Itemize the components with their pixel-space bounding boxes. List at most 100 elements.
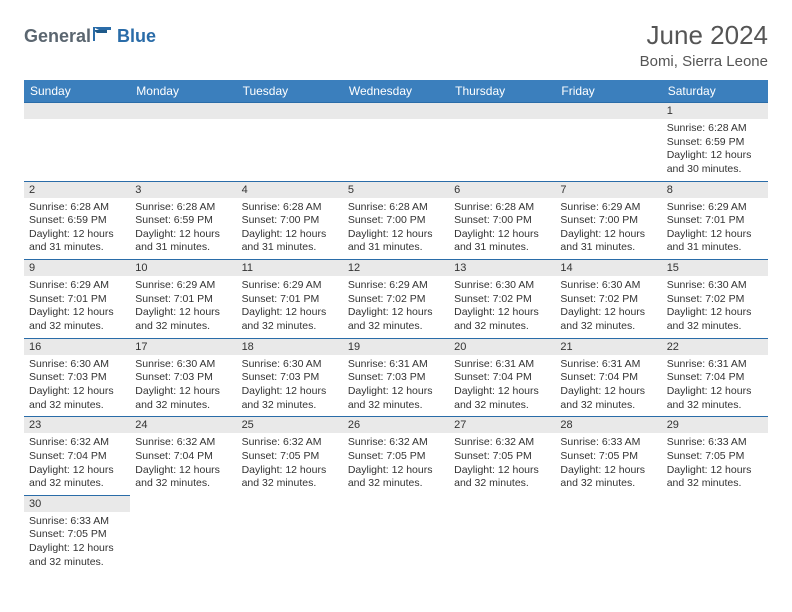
daylight-line: Daylight: 12 hours and 32 minutes. xyxy=(348,464,444,491)
day-cell: 6Sunrise: 6:28 AMSunset: 7:00 PMDaylight… xyxy=(449,181,555,260)
daylight-line: Daylight: 12 hours and 32 minutes. xyxy=(667,306,763,333)
day-details: Sunrise: 6:29 AMSunset: 7:00 PMDaylight:… xyxy=(555,198,661,260)
sunrise-line: Sunrise: 6:32 AM xyxy=(135,436,231,450)
day-number: 10 xyxy=(130,259,236,276)
day-number: 23 xyxy=(24,416,130,433)
daylight-line: Daylight: 12 hours and 31 minutes. xyxy=(348,228,444,255)
sunset-line: Sunset: 7:05 PM xyxy=(348,450,444,464)
weekday-header: Thursday xyxy=(449,80,555,102)
day-cell: 27Sunrise: 6:32 AMSunset: 7:05 PMDayligh… xyxy=(449,416,555,495)
empty-cell xyxy=(555,495,661,574)
brand-logo: General Blue xyxy=(24,20,156,47)
sunset-line: Sunset: 7:02 PM xyxy=(348,293,444,307)
day-number: 26 xyxy=(343,416,449,433)
daylight-line: Daylight: 12 hours and 32 minutes. xyxy=(242,306,338,333)
day-details: Sunrise: 6:30 AMSunset: 7:02 PMDaylight:… xyxy=(449,276,555,338)
day-number: 1 xyxy=(662,102,768,119)
daylight-line: Daylight: 12 hours and 31 minutes. xyxy=(29,228,125,255)
sunrise-line: Sunrise: 6:29 AM xyxy=(29,279,125,293)
daylight-line: Daylight: 12 hours and 30 minutes. xyxy=(667,149,763,176)
sunrise-line: Sunrise: 6:32 AM xyxy=(242,436,338,450)
empty-cell xyxy=(130,102,236,181)
weekday-header: Sunday xyxy=(24,80,130,102)
day-cell: 8Sunrise: 6:29 AMSunset: 7:01 PMDaylight… xyxy=(662,181,768,260)
empty-daynum-bar xyxy=(449,102,555,119)
calendar-row: 16Sunrise: 6:30 AMSunset: 7:03 PMDayligh… xyxy=(24,338,768,417)
daylight-line: Daylight: 12 hours and 32 minutes. xyxy=(667,385,763,412)
day-details: Sunrise: 6:31 AMSunset: 7:04 PMDaylight:… xyxy=(555,355,661,417)
day-details: Sunrise: 6:30 AMSunset: 7:02 PMDaylight:… xyxy=(662,276,768,338)
day-number: 19 xyxy=(343,338,449,355)
weekday-header: Friday xyxy=(555,80,661,102)
sunrise-line: Sunrise: 6:33 AM xyxy=(29,515,125,529)
sunset-line: Sunset: 7:00 PM xyxy=(242,214,338,228)
sunrise-line: Sunrise: 6:28 AM xyxy=(29,201,125,215)
empty-cell xyxy=(237,102,343,181)
logo-text-blue: Blue xyxy=(117,26,156,47)
day-number: 8 xyxy=(662,181,768,198)
daylight-line: Daylight: 12 hours and 32 minutes. xyxy=(667,464,763,491)
empty-cell xyxy=(130,495,236,574)
sunset-line: Sunset: 7:04 PM xyxy=(667,371,763,385)
sunrise-line: Sunrise: 6:28 AM xyxy=(135,201,231,215)
sunset-line: Sunset: 7:05 PM xyxy=(242,450,338,464)
weekday-header: Monday xyxy=(130,80,236,102)
daylight-line: Daylight: 12 hours and 31 minutes. xyxy=(135,228,231,255)
sunset-line: Sunset: 7:05 PM xyxy=(560,450,656,464)
daylight-line: Daylight: 12 hours and 31 minutes. xyxy=(560,228,656,255)
day-cell: 15Sunrise: 6:30 AMSunset: 7:02 PMDayligh… xyxy=(662,259,768,338)
sunset-line: Sunset: 7:04 PM xyxy=(560,371,656,385)
sunset-line: Sunset: 7:01 PM xyxy=(242,293,338,307)
daylight-line: Daylight: 12 hours and 32 minutes. xyxy=(29,464,125,491)
daylight-line: Daylight: 12 hours and 31 minutes. xyxy=(667,228,763,255)
sunrise-line: Sunrise: 6:28 AM xyxy=(667,122,763,136)
sunrise-line: Sunrise: 6:31 AM xyxy=(667,358,763,372)
day-cell: 12Sunrise: 6:29 AMSunset: 7:02 PMDayligh… xyxy=(343,259,449,338)
daylight-line: Daylight: 12 hours and 32 minutes. xyxy=(560,464,656,491)
day-details: Sunrise: 6:30 AMSunset: 7:03 PMDaylight:… xyxy=(24,355,130,417)
sunrise-line: Sunrise: 6:28 AM xyxy=(348,201,444,215)
sunrise-line: Sunrise: 6:29 AM xyxy=(348,279,444,293)
weekday-header-row: Sunday Monday Tuesday Wednesday Thursday… xyxy=(24,80,768,102)
day-details: Sunrise: 6:32 AMSunset: 7:04 PMDaylight:… xyxy=(24,433,130,495)
day-details: Sunrise: 6:29 AMSunset: 7:01 PMDaylight:… xyxy=(24,276,130,338)
calendar-row: 1Sunrise: 6:28 AMSunset: 6:59 PMDaylight… xyxy=(24,102,768,181)
empty-cell xyxy=(343,102,449,181)
sunrise-line: Sunrise: 6:31 AM xyxy=(560,358,656,372)
sunset-line: Sunset: 7:03 PM xyxy=(29,371,125,385)
day-cell: 19Sunrise: 6:31 AMSunset: 7:03 PMDayligh… xyxy=(343,338,449,417)
day-details: Sunrise: 6:32 AMSunset: 7:04 PMDaylight:… xyxy=(130,433,236,495)
sunrise-line: Sunrise: 6:29 AM xyxy=(135,279,231,293)
sunset-line: Sunset: 6:59 PM xyxy=(29,214,125,228)
day-details: Sunrise: 6:29 AMSunset: 7:01 PMDaylight:… xyxy=(662,198,768,260)
location-label: Bomi, Sierra Leone xyxy=(640,53,768,70)
sunset-line: Sunset: 7:02 PM xyxy=(667,293,763,307)
day-cell: 3Sunrise: 6:28 AMSunset: 6:59 PMDaylight… xyxy=(130,181,236,260)
day-details: Sunrise: 6:32 AMSunset: 7:05 PMDaylight:… xyxy=(449,433,555,495)
daylight-line: Daylight: 12 hours and 32 minutes. xyxy=(29,385,125,412)
day-details: Sunrise: 6:30 AMSunset: 7:03 PMDaylight:… xyxy=(237,355,343,417)
day-number: 18 xyxy=(237,338,343,355)
day-cell: 14Sunrise: 6:30 AMSunset: 7:02 PMDayligh… xyxy=(555,259,661,338)
day-cell: 2Sunrise: 6:28 AMSunset: 6:59 PMDaylight… xyxy=(24,181,130,260)
day-cell: 17Sunrise: 6:30 AMSunset: 7:03 PMDayligh… xyxy=(130,338,236,417)
sunset-line: Sunset: 6:59 PM xyxy=(135,214,231,228)
empty-cell xyxy=(449,495,555,574)
day-details: Sunrise: 6:28 AMSunset: 7:00 PMDaylight:… xyxy=(449,198,555,260)
sunrise-line: Sunrise: 6:29 AM xyxy=(560,201,656,215)
day-number: 22 xyxy=(662,338,768,355)
day-details: Sunrise: 6:28 AMSunset: 6:59 PMDaylight:… xyxy=(662,119,768,181)
daylight-line: Daylight: 12 hours and 32 minutes. xyxy=(454,464,550,491)
day-number: 6 xyxy=(449,181,555,198)
sunset-line: Sunset: 6:59 PM xyxy=(667,136,763,150)
calendar-page: General Blue June 2024 Bomi, Sierra Leon… xyxy=(0,0,792,593)
day-number: 24 xyxy=(130,416,236,433)
day-number: 14 xyxy=(555,259,661,276)
empty-cell xyxy=(24,102,130,181)
day-details: Sunrise: 6:28 AMSunset: 7:00 PMDaylight:… xyxy=(343,198,449,260)
empty-cell xyxy=(662,495,768,574)
day-number: 15 xyxy=(662,259,768,276)
day-details: Sunrise: 6:32 AMSunset: 7:05 PMDaylight:… xyxy=(343,433,449,495)
day-cell: 11Sunrise: 6:29 AMSunset: 7:01 PMDayligh… xyxy=(237,259,343,338)
sunrise-line: Sunrise: 6:28 AM xyxy=(454,201,550,215)
